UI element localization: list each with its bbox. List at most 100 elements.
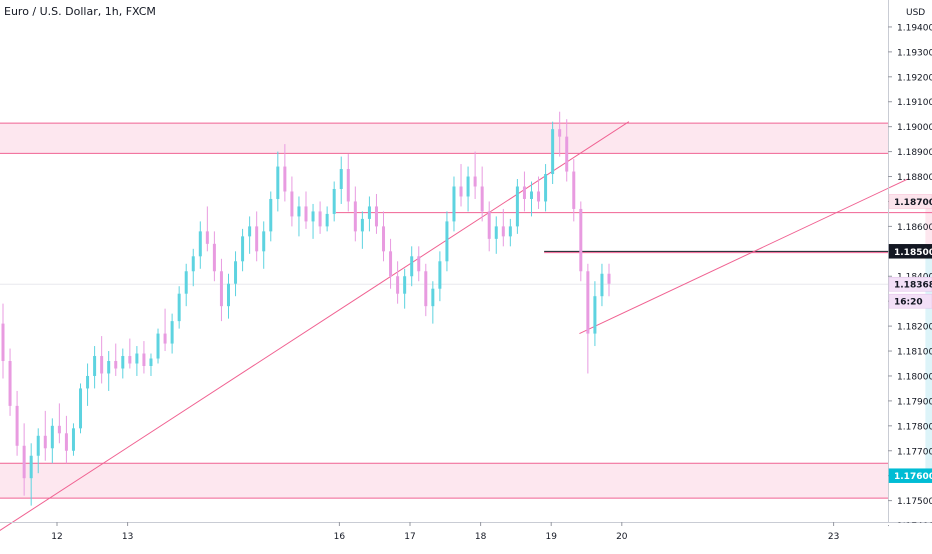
candle <box>452 176 456 232</box>
trend-line-2[interactable] <box>579 178 908 335</box>
position-target-zone[interactable] <box>925 251 932 476</box>
candle <box>389 238 393 289</box>
x-tick-label: 12 <box>51 532 62 542</box>
candle <box>515 179 519 234</box>
candle <box>142 341 146 374</box>
candle-body <box>410 256 414 277</box>
candle-body <box>593 296 597 334</box>
resistance-zone[interactable] <box>0 123 888 154</box>
candle-body <box>36 435 40 456</box>
price-tag[interactable]: 1.18500 <box>888 244 932 259</box>
price-tag[interactable]: 1.17600 <box>888 468 932 483</box>
candle-body <box>226 283 230 307</box>
candle <box>15 390 19 456</box>
x-tick-label: 17 <box>404 532 415 542</box>
candle <box>529 181 533 217</box>
candle-body <box>1 323 5 362</box>
candle-body <box>515 186 519 227</box>
candle <box>43 410 47 461</box>
candle-body <box>219 271 223 307</box>
candle <box>234 251 238 297</box>
candle-body <box>473 176 477 187</box>
candle <box>64 415 68 464</box>
candle <box>311 203 315 239</box>
candle-body <box>149 358 153 366</box>
candle <box>283 144 287 202</box>
candle <box>86 363 90 406</box>
y-tick-label: 1.17800 <box>897 422 932 432</box>
candle <box>424 263 428 317</box>
trend-line-1[interactable] <box>0 121 630 536</box>
candle <box>565 119 569 182</box>
candle-body <box>191 256 195 272</box>
candle <box>508 218 512 247</box>
candle <box>8 348 12 416</box>
candle <box>184 263 188 307</box>
y-tick-label: 1.18100 <box>897 348 932 358</box>
y-tick-label: 1.18600 <box>897 223 932 233</box>
price-tag-label: 16:20 <box>894 298 923 308</box>
x-tick-label: 16 <box>334 532 346 542</box>
candle-body <box>522 186 526 199</box>
candle-body <box>607 273 611 284</box>
candle <box>473 151 477 199</box>
candle-body <box>558 129 562 137</box>
currency-label: USD <box>906 8 925 18</box>
candle <box>212 231 216 282</box>
candle <box>79 383 83 434</box>
drawing-lines[interactable] <box>0 121 932 536</box>
candle <box>241 228 245 272</box>
candle <box>163 308 167 352</box>
candle <box>494 216 498 254</box>
x-tick-label: 20 <box>616 532 628 542</box>
x-tick-label: 18 <box>475 532 487 542</box>
candle-body <box>283 166 287 192</box>
position-stop-zone[interactable] <box>925 201 932 252</box>
price-tag[interactable]: 16:20 <box>888 293 932 309</box>
candle <box>558 111 562 157</box>
support-zone[interactable] <box>0 463 888 499</box>
candle <box>396 261 400 304</box>
candle <box>487 201 491 252</box>
candle <box>36 428 40 474</box>
price-tag-bg <box>888 468 932 483</box>
candle-body <box>565 136 569 172</box>
candle-body <box>353 201 357 232</box>
candle <box>374 193 378 234</box>
y-tick-label: 1.19100 <box>897 98 932 108</box>
position-tool[interactable] <box>925 201 932 476</box>
candle <box>255 211 259 262</box>
y-tick-label: 1.17900 <box>897 397 932 407</box>
candles <box>1 111 611 506</box>
candle-body <box>417 256 421 272</box>
candle <box>346 154 350 212</box>
candle <box>466 166 470 212</box>
candle <box>586 263 590 374</box>
y-tick-label: 1.19300 <box>897 48 932 58</box>
price-tag[interactable]: 1.18368 <box>888 276 932 292</box>
candle-body <box>431 288 435 307</box>
candle-body <box>382 226 386 252</box>
candle-body <box>297 206 301 217</box>
candle-body <box>163 333 167 344</box>
candle <box>325 206 329 232</box>
x-tick-label: 13 <box>122 532 133 542</box>
price-tag[interactable]: 1.18700 <box>888 194 932 209</box>
axis-corner[interactable] <box>889 523 932 550</box>
candle <box>360 211 364 249</box>
candle-body <box>600 273 604 297</box>
candle <box>262 221 266 269</box>
candle-body <box>403 276 407 294</box>
candle <box>579 201 583 282</box>
candle-body <box>396 276 400 294</box>
candle <box>445 211 449 272</box>
candle-body <box>93 356 97 376</box>
candle <box>1 303 5 379</box>
price-tag-bg <box>888 194 932 209</box>
x-tick-label: 23 <box>828 532 839 542</box>
candle-body <box>360 218 364 232</box>
candle-body <box>121 356 125 369</box>
